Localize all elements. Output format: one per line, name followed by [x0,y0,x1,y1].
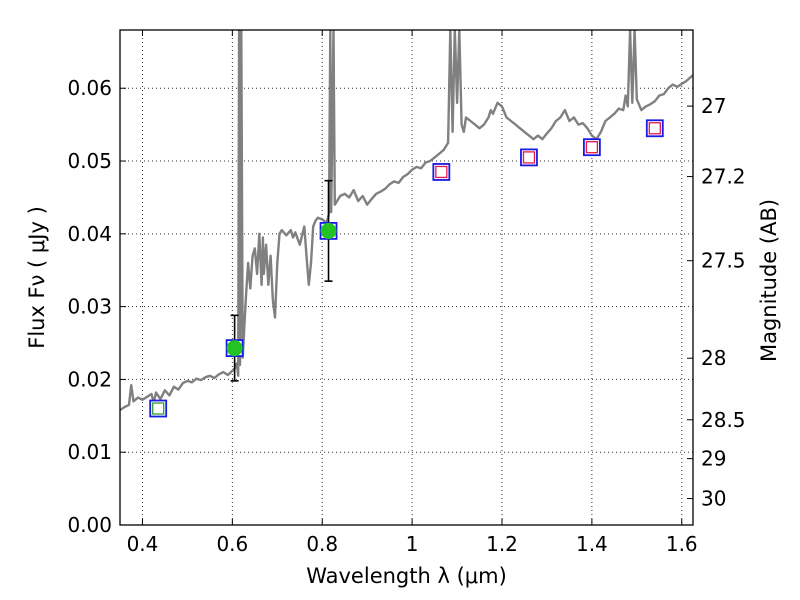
y2-tick-label: 30 [701,487,726,511]
y-tick-label: 0.05 [67,149,112,173]
y-tick-label: 0.00 [67,513,112,537]
x-tick-label: 1 [406,532,419,556]
model-inner-square [585,141,599,154]
y2-tick-label: 27.5 [701,249,746,273]
y-tick-label: 0.02 [67,367,112,391]
x-tick-label: 0.8 [306,532,338,556]
y2-tick-label: 28.5 [701,408,746,432]
y2-tick-label: 29 [701,447,726,471]
grid-lines [120,30,693,526]
x-tick-label: 1.2 [486,532,518,556]
observed-point [226,340,243,357]
y-tick-label: 0.04 [67,222,112,246]
x-tick-label: 1.4 [576,532,608,556]
y2-tick-label: 28 [701,346,726,370]
y2-tick-label: 27 [701,94,726,118]
y-tick-label: 0.03 [67,295,112,319]
plot-frame [119,29,694,526]
model-points [149,119,664,418]
spectrum-series [120,30,693,412]
y2-tick-label: 27.2 [701,165,746,189]
y2-axis-ticks: 27 27.2 27.5 28 28.5 29 30 [687,94,746,511]
observed-points [226,222,337,357]
y2-axis-label: Magnitude (AB) [757,199,781,362]
x-axis-label: Wavelength λ (μm) [306,564,507,588]
spectrum-line [120,30,693,412]
model-inner-square [435,165,448,179]
y-axis-ticks: 0.00 0.01 0.02 0.03 0.04 0.05 0.06 [67,76,126,537]
x-axis-ticks: 0.4 0.6 0.8 1 1.2 1.4 1.6 [127,30,698,556]
y-tick-label: 0.06 [67,76,112,100]
y-tick-label: 0.01 [67,440,112,464]
observed-point [320,222,337,239]
x-tick-label: 0.4 [127,532,159,556]
model-inner-square [522,151,536,164]
y-axis-label: Flux Fν ( μJy ) [25,206,49,349]
x-tick-label: 1.6 [666,532,698,556]
x-tick-label: 0.6 [216,532,248,556]
model-inner-square [648,122,661,135]
model-inner-square [152,402,165,415]
